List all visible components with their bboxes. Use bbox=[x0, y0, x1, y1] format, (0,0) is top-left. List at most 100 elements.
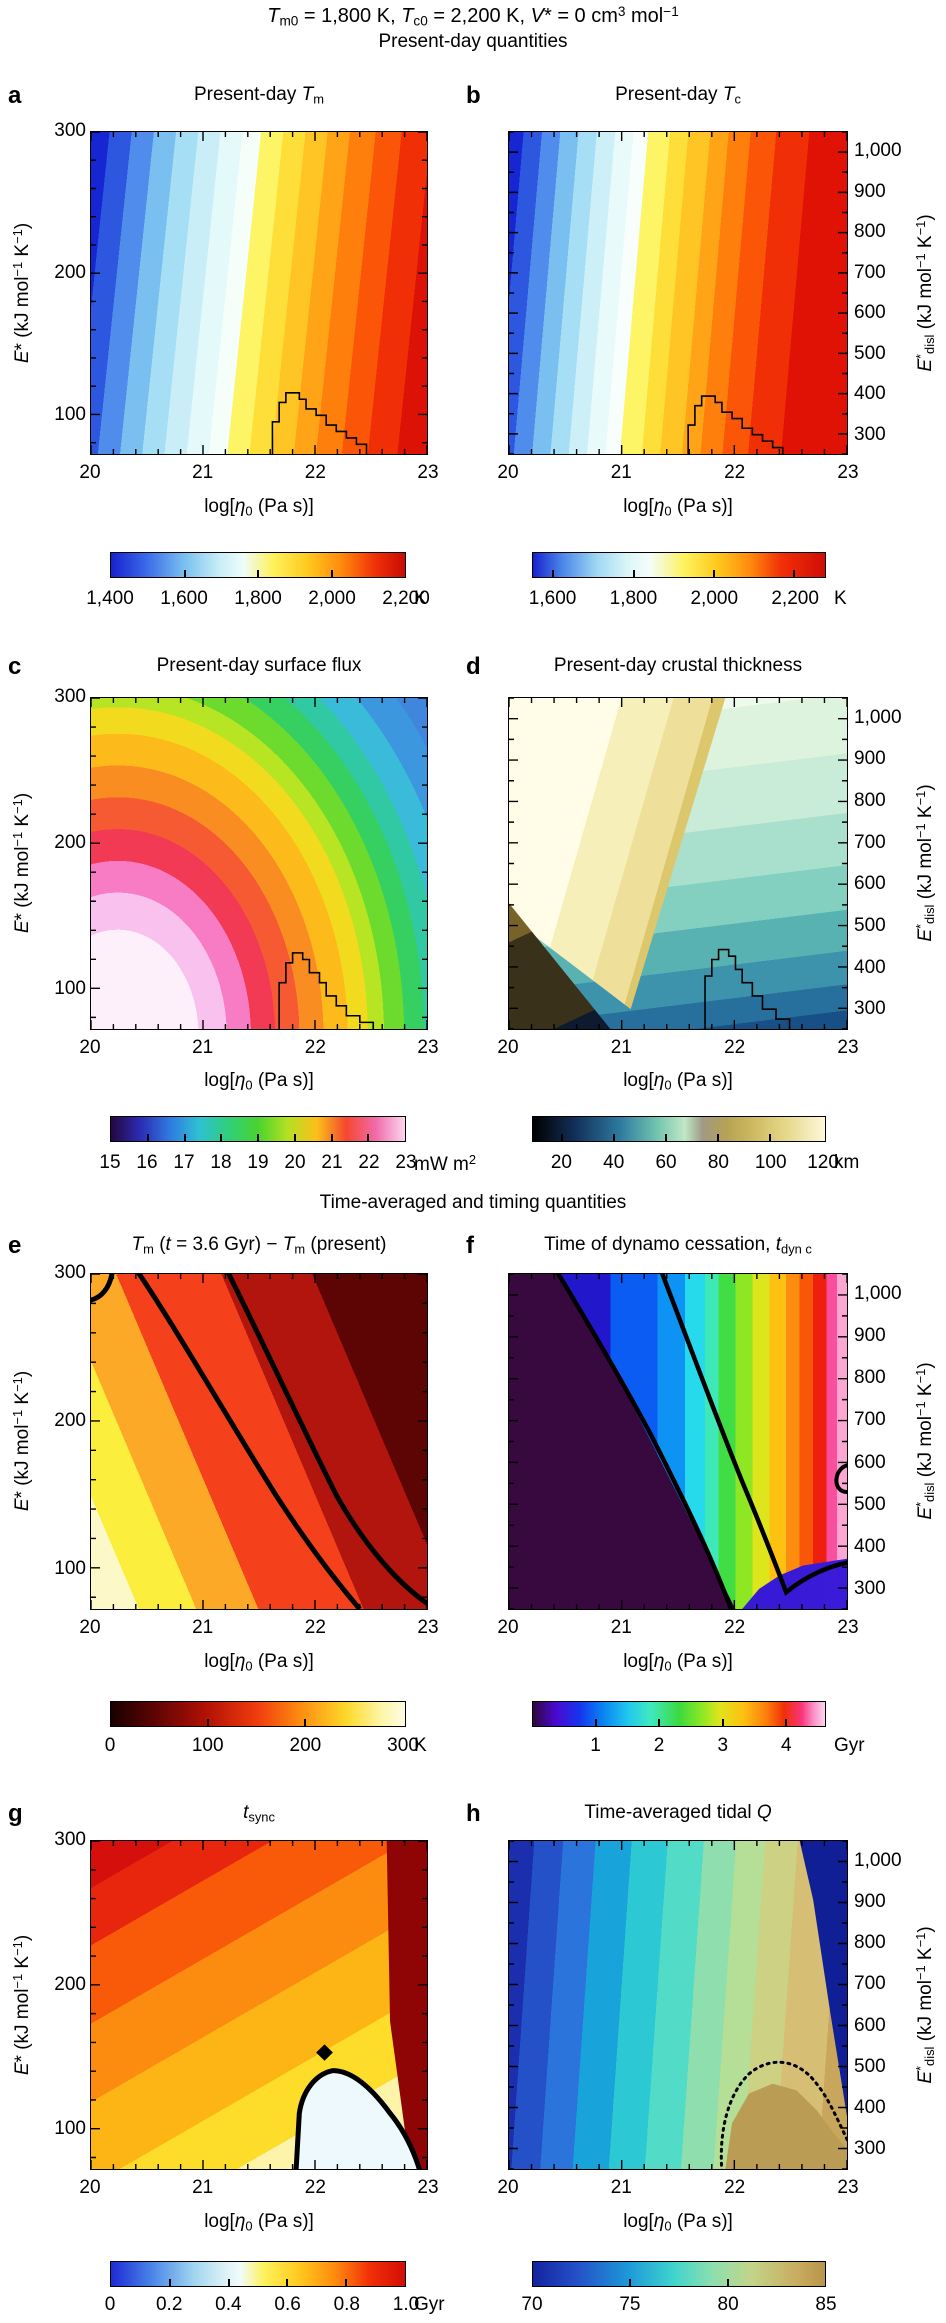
y-axis-label-e: E* (kJ mol−1 K−1) bbox=[10, 1370, 33, 1512]
colorbar-b bbox=[532, 552, 826, 578]
axis-ticks-c bbox=[91, 698, 427, 1029]
panel-a-title: Present-day Tm bbox=[193, 84, 325, 107]
panel-f-plot bbox=[508, 1273, 848, 1610]
panel-a-plot bbox=[90, 131, 428, 455]
x-axis-tick-labels-f: 20 21 22 23 bbox=[497, 1617, 859, 1638]
axis-ticks-h bbox=[509, 1841, 847, 2169]
panel-label-b: b bbox=[466, 82, 481, 109]
panel-g-plot bbox=[90, 1840, 428, 2170]
panel-c-plot bbox=[90, 697, 428, 1030]
contour-outline-d bbox=[509, 698, 847, 1029]
x-axis-tick-labels-h: 20 21 22 23 bbox=[497, 2177, 859, 2198]
contour-field-b bbox=[509, 132, 847, 454]
y-axis-tick-labels-d: 1,000 900 800 700 600 500 400 300 bbox=[854, 706, 902, 1020]
colorbar-c-labels: mW m2 15 16 17 18 19 20 21 22 23 bbox=[99, 1152, 477, 1175]
section-title-present-day: Present-day quantities bbox=[378, 31, 568, 52]
contour-field-e bbox=[91, 1274, 427, 1609]
x-axis-label-h: log[η0 (Pa s)] bbox=[623, 2211, 733, 2234]
x-axis-label-f: log[η0 (Pa s)] bbox=[623, 1651, 733, 1674]
contour-outline-a bbox=[91, 132, 427, 454]
colorbar-c bbox=[110, 1116, 406, 1142]
colorbar-h-labels: 70 75 80 85 bbox=[521, 2294, 837, 2315]
colorbar-e-unit: K bbox=[414, 1735, 427, 1756]
y-axis-label-a: E* (kJ mol−1 K−1) bbox=[10, 222, 33, 364]
y-axis-tick-labels-c: 300 200 100 bbox=[54, 686, 86, 1000]
y-axis-tick-labels-f: 1,000 900 800 700 600 500 400 300 bbox=[854, 1283, 902, 1599]
x-axis-label-g: log[η0 (Pa s)] bbox=[204, 2211, 314, 2234]
x-axis-tick-labels-e: 20 21 22 23 bbox=[79, 1617, 439, 1638]
colorbar-b-unit: K bbox=[834, 588, 847, 609]
x-axis-label-e: log[η0 (Pa s)] bbox=[204, 1651, 314, 1674]
colorbar-d-labels: km 20 40 60 80 100 120 bbox=[550, 1152, 860, 1173]
panel-e-title: Tm (t = 3.6 Gyr) − Tm (present) bbox=[131, 1234, 387, 1257]
colorbar-b-labels: K 1,600 1,800 2,000 2,200 bbox=[528, 588, 847, 609]
x-axis-tick-labels-d: 20 21 22 23 bbox=[497, 1037, 859, 1058]
x-axis-tick-labels-g: 20 21 22 23 bbox=[79, 2177, 439, 2198]
panel-d-title: Present-day crustal thickness bbox=[553, 655, 803, 676]
colorbar-a-labels: K 1,400 1,600 1,800 2,000 2,200 bbox=[86, 588, 430, 609]
colorbar-c-unit: mW m2 bbox=[414, 1152, 477, 1175]
colorbar-g-labels: Gyr 0 0.2 0.4 0.6 0.8 1.0 bbox=[104, 2294, 445, 2315]
axis-ticks-d bbox=[509, 698, 847, 1029]
colorbar-e-labels: K 0 100 200 300 bbox=[104, 1735, 427, 1756]
panel-label-h: h bbox=[466, 1800, 481, 1827]
colorbar-a bbox=[110, 552, 406, 578]
panel-e-plot bbox=[90, 1273, 428, 1610]
colorbar-f-unit: Gyr bbox=[834, 1735, 865, 1756]
x-axis-label-a: log[η0 (Pa s)] bbox=[204, 496, 314, 519]
panel-label-f: f bbox=[466, 1232, 474, 1259]
y-axis-tick-labels-g: 300 200 100 bbox=[54, 1829, 86, 2140]
figure-title: Tm0 = 1,800 K, Tc0 = 2,200 K, V* = 0 cm3… bbox=[267, 4, 679, 29]
y-axis-label-b: E*disl (kJ mol−1 K−1) bbox=[912, 214, 938, 372]
contour-field-c bbox=[91, 698, 427, 1029]
x-axis-tick-labels-a: 20 21 22 23 bbox=[79, 462, 439, 483]
panel-h-title: Time-averaged tidal Q bbox=[584, 1802, 772, 1823]
panel-b-plot bbox=[508, 131, 848, 455]
contour-lines-e bbox=[91, 1274, 427, 1609]
x-axis-label-c: log[η0 (Pa s)] bbox=[204, 1070, 314, 1093]
contour-outline-b bbox=[509, 132, 847, 454]
y-axis-label-g: E* (kJ mol−1 K−1) bbox=[10, 1934, 33, 2076]
colorbar-g bbox=[110, 2261, 406, 2287]
colorbar-g-unit: Gyr bbox=[414, 2294, 445, 2315]
axis-ticks-f bbox=[509, 1274, 847, 1609]
x-axis-tick-labels-b: 20 21 22 23 bbox=[497, 462, 859, 483]
y-axis-label-f: E*disl (kJ mol−1 K−1) bbox=[912, 1362, 938, 1520]
y-axis-tick-labels-b: 1,000 900 800 700 600 500 400 300 bbox=[854, 140, 902, 445]
y-axis-label-h: E*disl (kJ mol−1 K−1) bbox=[912, 1926, 938, 2084]
axis-ticks-e bbox=[91, 1274, 427, 1609]
colorbar-f bbox=[532, 1701, 826, 1727]
panel-d-plot bbox=[508, 697, 848, 1030]
contour-field-a bbox=[91, 132, 427, 454]
axis-ticks-b bbox=[509, 132, 847, 454]
x-axis-tick-labels-c: 20 21 22 23 bbox=[79, 1037, 439, 1058]
axis-ticks-a bbox=[91, 132, 427, 454]
y-axis-label-d: E*disl (kJ mol−1 K−1) bbox=[912, 784, 938, 942]
y-axis-label-c: E* (kJ mol−1 K−1) bbox=[10, 792, 33, 934]
panel-b-title: Present-day Tc bbox=[615, 84, 741, 107]
x-axis-label-b: log[η0 (Pa s)] bbox=[623, 496, 733, 519]
colorbar-d bbox=[532, 1116, 826, 1142]
colorbar-e bbox=[110, 1701, 406, 1727]
panel-label-e: e bbox=[8, 1232, 22, 1259]
y-axis-tick-labels-a: 300 200 100 bbox=[54, 120, 86, 426]
panel-label-a: a bbox=[8, 82, 22, 109]
panel-f-title: Time of dynamo cessation, tdyn c bbox=[544, 1234, 812, 1257]
contour-lines-g bbox=[91, 2044, 427, 2169]
panel-c-title: Present-day surface flux bbox=[156, 655, 362, 676]
panel-h-plot bbox=[508, 1840, 848, 2170]
axis-ticks-g bbox=[91, 1841, 427, 2169]
y-axis-tick-labels-h: 1,000 900 800 700 600 500 400 300 bbox=[854, 1849, 902, 2160]
colorbar-h bbox=[532, 2261, 826, 2287]
section-title-time-averaged: Time-averaged and timing quantities bbox=[319, 1192, 627, 1213]
panel-label-g: g bbox=[8, 1800, 23, 1827]
contour-lines-f bbox=[509, 1274, 847, 1609]
contour-outline-c bbox=[91, 698, 427, 1029]
y-axis-tick-labels-e: 300 200 100 bbox=[54, 1262, 86, 1579]
colorbar-a-unit: K bbox=[414, 588, 427, 609]
panel-g-title: tsync bbox=[243, 1802, 275, 1825]
colorbar-d-unit: km bbox=[834, 1152, 860, 1173]
panel-label-d: d bbox=[466, 653, 481, 680]
x-axis-label-d: log[η0 (Pa s)] bbox=[623, 1070, 733, 1093]
